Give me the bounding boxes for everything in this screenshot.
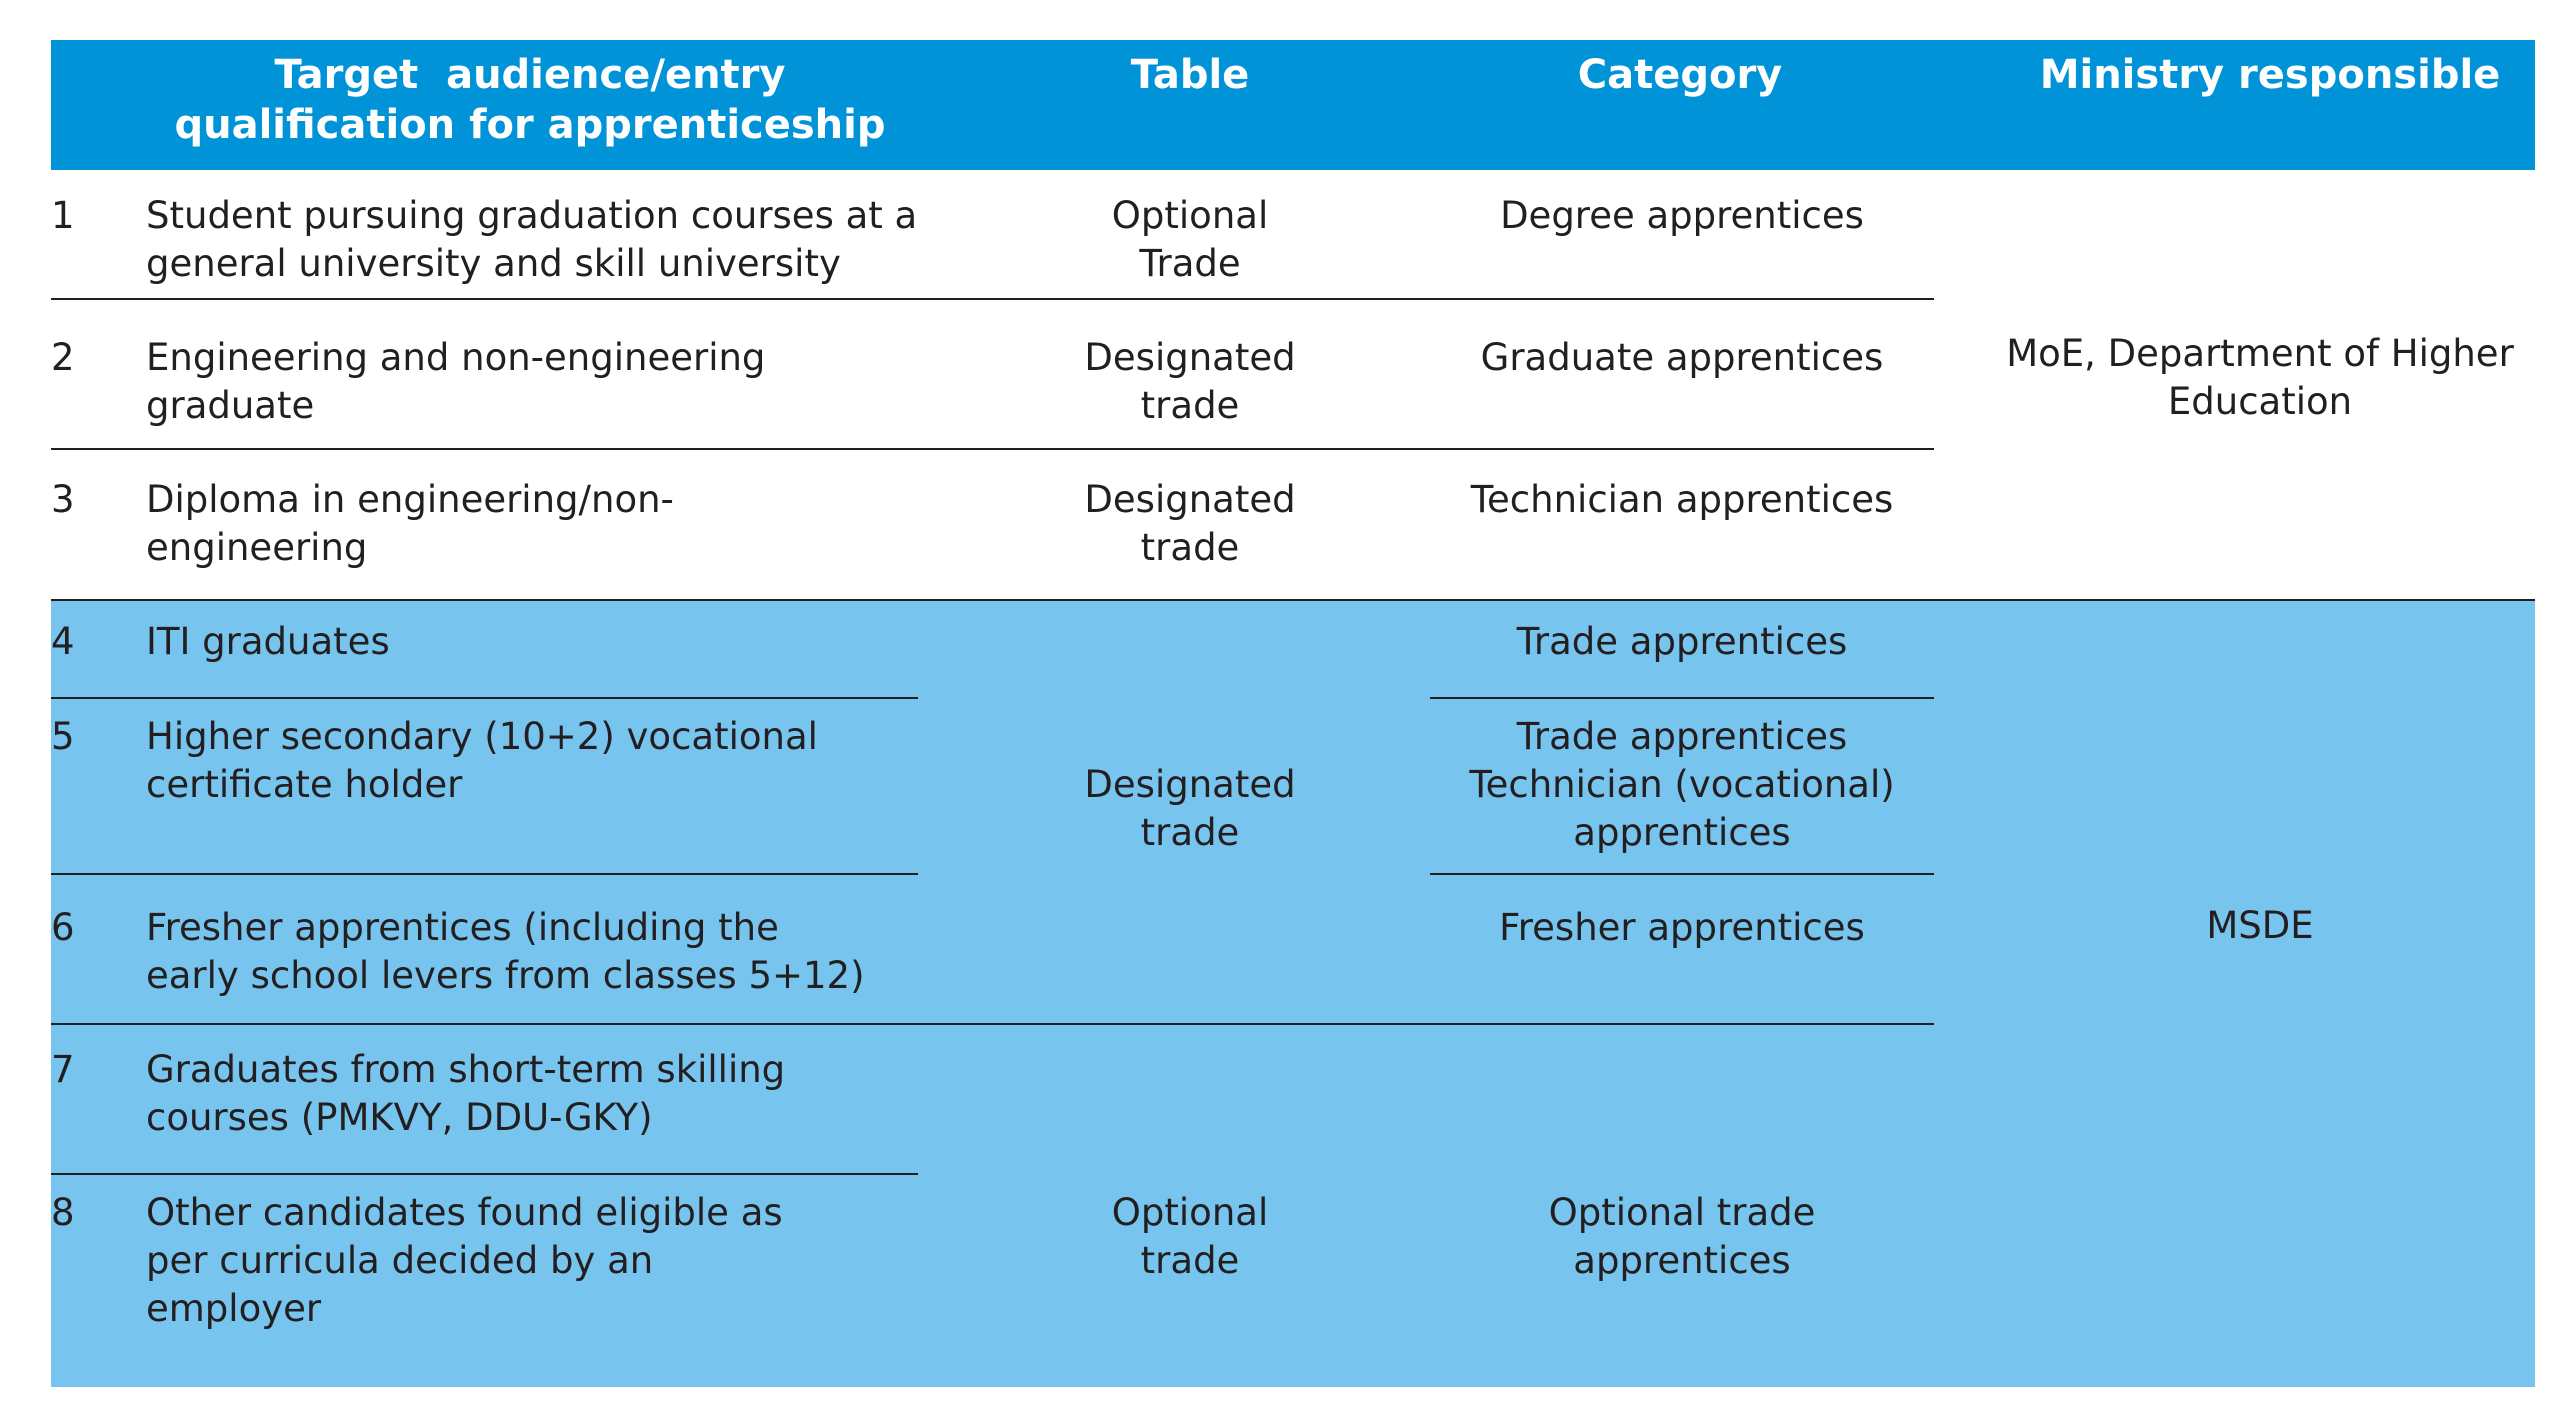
divider-row4-category bbox=[1430, 697, 1934, 699]
category-line: Graduate apprentices bbox=[1480, 336, 1884, 379]
table-line: Designated bbox=[1084, 336, 1296, 379]
category-line: Trade apprentices bbox=[1516, 620, 1848, 663]
row3-table: Designated trade bbox=[1030, 476, 1350, 572]
row-number: 6 bbox=[51, 906, 75, 949]
header-audience-line1: Target audience/entry bbox=[274, 52, 786, 98]
row2-audience: Engineering and non-engineering graduate bbox=[146, 334, 765, 430]
category-line: Technician apprentices bbox=[1470, 478, 1894, 521]
audience-line: Engineering and non-engineering bbox=[146, 336, 766, 379]
row6-audience: Fresher apprentices (including the early… bbox=[146, 904, 865, 1000]
table-line: trade bbox=[1140, 384, 1240, 427]
audience-line: Higher secondary (10+2) vocational bbox=[146, 715, 818, 758]
row3-audience: Diploma in engineering/non- engineering bbox=[146, 476, 674, 572]
audience-line: engineering bbox=[146, 526, 368, 569]
rows4to6-table: Designated trade bbox=[1030, 761, 1350, 857]
divider-row1 bbox=[51, 298, 1934, 300]
row-number: 7 bbox=[51, 1048, 75, 1091]
category-line: apprentices bbox=[1573, 811, 1791, 854]
category-line: Trade apprentices bbox=[1516, 715, 1848, 758]
category-line: Degree apprentices bbox=[1500, 194, 1864, 237]
row1-audience: Student pursuing graduation courses at a… bbox=[146, 192, 917, 288]
divider-row7-audience bbox=[51, 1173, 918, 1175]
divider-row3 bbox=[51, 599, 2535, 601]
row1-table: Optional Trade bbox=[1030, 192, 1350, 288]
row-number: 8 bbox=[51, 1191, 75, 1234]
divider-row5-audience bbox=[51, 873, 918, 875]
audience-line: general university and skill university bbox=[146, 242, 841, 285]
rows7to8-category: Optional trade apprentices bbox=[1430, 1189, 1934, 1285]
table-line: Optional bbox=[1111, 1191, 1269, 1234]
audience-line: Diploma in engineering/non- bbox=[146, 478, 674, 521]
row2-category: Graduate apprentices bbox=[1430, 334, 1934, 382]
category-line: Optional trade bbox=[1548, 1191, 1816, 1234]
table-header-bar bbox=[51, 40, 2535, 170]
table-line: trade bbox=[1140, 1239, 1240, 1282]
ministry-line: MoE, Department of Higher bbox=[2006, 332, 2514, 375]
audience-line: courses (PMKVY, DDU-GKY) bbox=[146, 1096, 653, 1139]
row4-category: Trade apprentices bbox=[1430, 618, 1934, 666]
category-line: apprentices bbox=[1573, 1239, 1791, 1282]
row7-audience: Graduates from short-term skilling cours… bbox=[146, 1046, 785, 1142]
rows7to8-table: Optional trade bbox=[1030, 1189, 1350, 1285]
header-table: Table bbox=[1130, 52, 1250, 98]
row2-table: Designated trade bbox=[1030, 334, 1350, 430]
audience-line: certificate holder bbox=[146, 763, 463, 806]
msde-section-background bbox=[51, 600, 2535, 1387]
audience-line: Other candidates found eligible as bbox=[146, 1191, 783, 1234]
row-number: 2 bbox=[51, 336, 75, 379]
divider-row2 bbox=[51, 448, 1934, 450]
header-category: Category bbox=[1577, 52, 1783, 98]
divider-row5-category bbox=[1430, 873, 1934, 875]
audience-line: Student pursuing graduation courses at a bbox=[146, 194, 918, 237]
category-line: Technician (vocational) bbox=[1469, 763, 1895, 806]
row5-category: Trade apprentices Technician (vocational… bbox=[1430, 713, 1934, 857]
table-line: Designated bbox=[1084, 478, 1296, 521]
row-number: 1 bbox=[51, 194, 75, 237]
audience-line: employer bbox=[146, 1287, 322, 1330]
ministry-msde: MSDE bbox=[2206, 904, 2314, 947]
header-audience-line2: qualification for apprenticeship bbox=[174, 102, 886, 148]
audience-line: graduate bbox=[146, 384, 315, 427]
row1-category: Degree apprentices bbox=[1430, 192, 1934, 240]
table-line: trade bbox=[1140, 526, 1240, 569]
category-line: Fresher apprentices bbox=[1499, 906, 1865, 949]
header-ministry: Ministry responsible bbox=[2039, 52, 2501, 98]
table-line: trade bbox=[1140, 811, 1240, 854]
audience-line: Graduates from short-term skilling bbox=[146, 1048, 786, 1091]
row5-audience: Higher secondary (10+2) vocational certi… bbox=[146, 713, 818, 809]
row4-audience: ITI graduates bbox=[146, 618, 390, 666]
divider-row6 bbox=[51, 1023, 1934, 1025]
header-audience: Target audience/entry qualification for … bbox=[95, 50, 965, 150]
table-line: Designated bbox=[1084, 763, 1296, 806]
row-number: 5 bbox=[51, 715, 75, 758]
row6-category: Fresher apprentices bbox=[1430, 904, 1934, 952]
row-number: 3 bbox=[51, 478, 75, 521]
audience-line: ITI graduates bbox=[146, 620, 390, 663]
ministry-line: Education bbox=[2167, 380, 2353, 423]
audience-line: early school levers from classes 5+12) bbox=[146, 954, 865, 997]
row-number: 4 bbox=[51, 620, 75, 663]
audience-line: per curricula decided by an bbox=[146, 1239, 654, 1282]
ministry-moe: MoE, Department of Higher Education bbox=[1950, 330, 2560, 426]
audience-line: Fresher apprentices (including the bbox=[146, 906, 779, 949]
row3-category: Technician apprentices bbox=[1430, 476, 1934, 524]
table-line: Optional bbox=[1111, 194, 1269, 237]
divider-row4-audience bbox=[51, 697, 918, 699]
table-line: Trade bbox=[1139, 242, 1241, 285]
row8-audience: Other candidates found eligible as per c… bbox=[146, 1189, 783, 1333]
